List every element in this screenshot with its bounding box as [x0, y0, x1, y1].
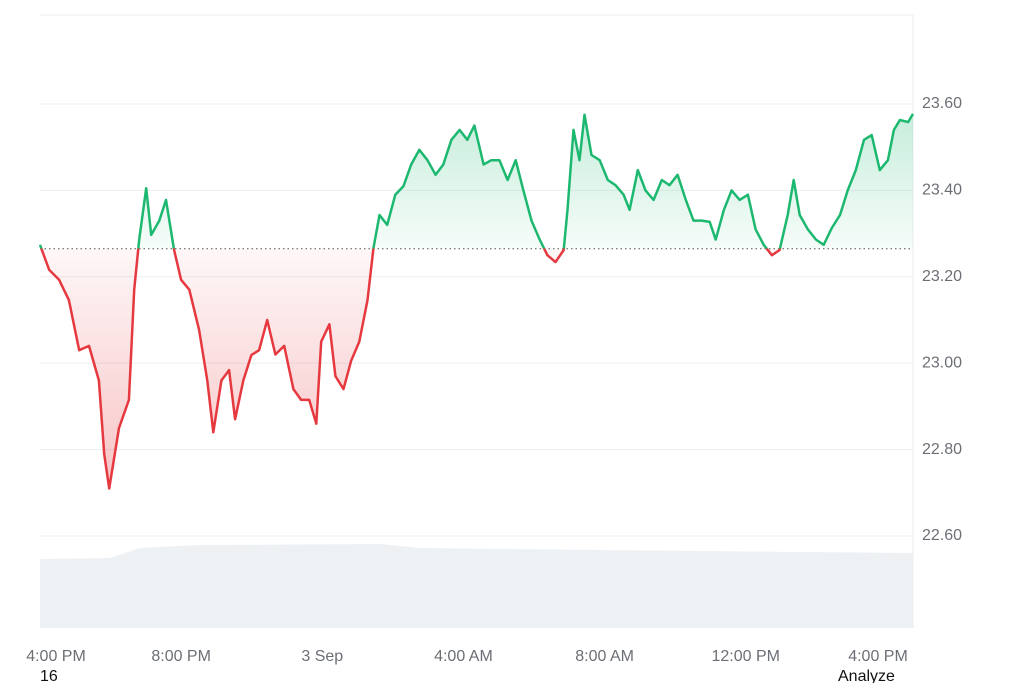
price-area	[40, 113, 913, 489]
price-line	[38, 113, 915, 490]
volume-background	[40, 544, 913, 628]
x-tick-label: 3 Sep	[301, 648, 343, 665]
x-tick-label: 8:00 PM	[151, 648, 211, 665]
y-tick-label: 23.40	[922, 182, 962, 199]
x-tick-label: 8:00 AM	[575, 648, 634, 665]
x-tick-label: 4:00 PM	[848, 648, 908, 665]
y-tick-label: 23.00	[922, 354, 962, 371]
plot-area	[40, 15, 913, 628]
footer-left: 16	[40, 668, 58, 683]
x-tick-label: 4:00 AM	[434, 648, 493, 665]
y-tick-label: 22.80	[922, 441, 962, 458]
y-tick-label: 23.20	[922, 268, 962, 285]
y-tick-label: 22.60	[922, 527, 962, 544]
x-tick-label: 12:00 PM	[711, 648, 779, 665]
y-tick-label: 23.60	[922, 95, 962, 112]
x-tick-label: 4:00 PM	[26, 648, 86, 665]
footer-right[interactable]: Analyze	[838, 668, 895, 683]
